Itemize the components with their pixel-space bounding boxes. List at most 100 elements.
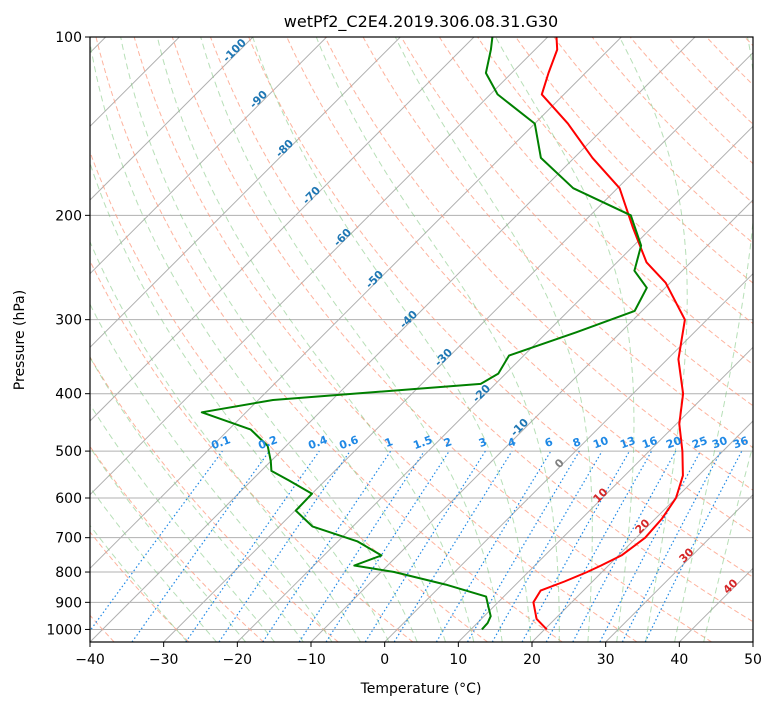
dry-adiabat (248, 37, 753, 578)
mixing-ratio-label: 0.2 (256, 433, 279, 452)
isotherm-gridline (605, 493, 753, 642)
mixing-ratio-label: 0.6 (337, 433, 360, 452)
isotherm-gridline (384, 272, 753, 642)
reference-lines (90, 37, 753, 642)
mixing-ratio-label: 30 (710, 434, 729, 452)
mixing-ratio-label: 16 (640, 434, 659, 452)
dry-adiabat (90, 150, 488, 642)
mixing-ratio-line (185, 450, 320, 642)
isotherm-gridline (752, 641, 753, 642)
dry-adiabat (591, 37, 753, 204)
mixing-ratio-line (298, 450, 425, 642)
mixing-ratio-line (262, 450, 392, 642)
plot-background (90, 37, 753, 642)
isotherm-gridline (90, 37, 549, 496)
mixing-ratio-label: 36 (731, 434, 750, 452)
mixing-ratio-line (131, 450, 270, 642)
moist-adiabat (315, 37, 560, 642)
x-tick-label: 20 (523, 652, 541, 668)
mixing-ratio-line (393, 450, 513, 642)
moist-adiabat (495, 37, 635, 642)
moist-adiabat (90, 486, 217, 642)
moist-adiabat (90, 403, 275, 642)
y-tick-label: 300 (55, 313, 82, 329)
profile-line-2 (200, 37, 648, 631)
dry-adiabat (324, 37, 753, 491)
data-series (200, 37, 686, 631)
moist-adiabat (394, 37, 593, 642)
profile-line-1 (532, 37, 686, 631)
y-tick-label: 100 (55, 30, 82, 46)
x-tick-label: 30 (597, 652, 615, 668)
x-tick-label: 50 (744, 652, 762, 668)
moist-adiabat (120, 37, 446, 642)
moist-adiabat (90, 446, 246, 642)
dry-adiabat (90, 356, 339, 642)
y-tick-label: 800 (55, 565, 82, 581)
moist-adiabat (252, 37, 532, 642)
x-tick-label: −10 (296, 652, 326, 668)
moist-adiabat (90, 39, 418, 642)
mixing-ratio-label: 0.1 (209, 433, 232, 452)
x-tick-label: 10 (449, 652, 467, 668)
dry-adiabat (400, 37, 753, 407)
moist-adiabat (200, 37, 503, 642)
dry-adiabat (133, 37, 638, 642)
dry-adiabat (210, 37, 753, 623)
isotherm-gridline (90, 37, 622, 570)
isotherm-gridline (236, 125, 753, 642)
dry-adiabat (362, 37, 753, 449)
x-tick-label: 0 (380, 652, 389, 668)
isotherm-gridline (90, 37, 328, 275)
y-tick-label: 500 (55, 444, 82, 460)
mixing-ratio-label: 1.5 (411, 433, 434, 452)
dry-adiabat (95, 37, 563, 642)
moist-adiabat (90, 240, 361, 642)
mixing-ratio-label: 2 (442, 435, 454, 450)
chart-title: wetPf2_C2E4.2019.306.08.31.G30 (284, 12, 558, 32)
x-tick-label: 40 (670, 652, 688, 668)
moist-adiabat (619, 37, 688, 642)
y-axis-label: Pressure (hPa) (12, 290, 28, 390)
isotherm-gridline (90, 37, 254, 201)
x-tick-label: −20 (223, 652, 253, 668)
mixing-ratio-label: 8 (571, 435, 583, 450)
plot-frame (89, 36, 754, 643)
y-tick-label: 200 (55, 208, 82, 224)
mixing-ratio-line (218, 450, 351, 642)
mixing-ratio-line (572, 450, 677, 642)
mixing-ratio-label: 25 (690, 434, 709, 451)
isotherm-gridline (163, 51, 753, 642)
x-axis: −40 −30 −20 −10 0 10 20 30 40 50 (75, 642, 762, 668)
mixing-ratio-label: 10 (591, 434, 610, 452)
mixing-ratio-label: 20 (664, 434, 683, 452)
y-tick-label: 700 (55, 531, 82, 547)
mixing-ratio-label: 6 (543, 435, 555, 450)
dry-adiabat (553, 37, 753, 244)
mixing-ratio-label: 4 (506, 435, 518, 450)
mixing-ratio-label: 13 (618, 434, 637, 451)
y-axis: 100 200 300 400 500 600 700 800 900 1000 (46, 30, 90, 638)
x-tick-label: −30 (149, 652, 179, 668)
mixing-ratio-line (644, 450, 743, 642)
isotherm-gridline (90, 37, 401, 349)
y-tick-label: 1000 (46, 622, 82, 638)
mixing-ratio-line (521, 450, 631, 642)
isotherm-gridline (90, 37, 475, 422)
mixing-ratio-line (325, 450, 450, 642)
mixing-ratio-label: 0.4 (306, 433, 329, 452)
moist-adiabat (90, 161, 390, 642)
mixing-ratio-line (545, 450, 653, 642)
dry-adiabat (286, 37, 753, 534)
dry-adiabat (90, 259, 414, 642)
y-tick-label: 400 (55, 387, 82, 403)
mixing-ratio-line (90, 450, 223, 632)
x-axis-label: Temperature (°C) (360, 681, 482, 697)
moist-adiabat (90, 524, 188, 642)
mixing-ratio-label: 1 (383, 435, 395, 450)
dry-adiabat (90, 531, 190, 642)
y-tick-label: 900 (55, 595, 82, 611)
x-tick-label: −40 (75, 652, 105, 668)
isotherm-gridline (531, 420, 753, 642)
